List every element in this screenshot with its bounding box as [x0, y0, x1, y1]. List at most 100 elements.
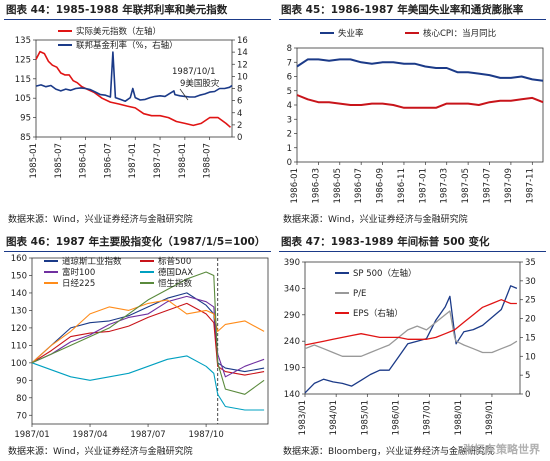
y2-tick-label: 10: [525, 352, 536, 362]
x-tick-label: 1983/01: [298, 400, 308, 435]
panel-47: 图表 47：1983-1989 年间标普 500 变化 140 190 240 290…: [275, 232, 550, 461]
y2-tick-label: 16: [237, 36, 248, 46]
y-tick-label: 390: [284, 258, 300, 268]
y-tick-label: 90: [16, 376, 27, 386]
y-tick-label: 1: [287, 144, 292, 154]
x-tick-label: 1989/01: [485, 400, 495, 435]
x-tick-label: 1985/01: [360, 400, 370, 435]
x-tick-label: 1988-07: [203, 143, 213, 179]
chart-area: 70 80 90 100 110 120 130 140 150 160 1987/01 1987/0…: [11, 254, 269, 440]
y-tick-label: 6: [287, 73, 292, 83]
x-tick-label: 1987-03: [440, 168, 450, 204]
legend-label: 富时100: [62, 267, 95, 278]
y2-tick-label: 4: [237, 109, 242, 119]
y2-tick-label: 20: [525, 315, 536, 325]
legend-label: 标普500: [158, 256, 191, 267]
y-tick-label: 135: [15, 36, 31, 46]
y-tick-label: 85: [20, 133, 31, 143]
panel-46: 图表 46：1987 年主要股指变化（1987/1/5=100） 70 80 90 1…: [0, 232, 275, 461]
source-note: 数据来源：Wind，兴业证券经济与金融研究院: [8, 215, 193, 225]
y-tick-label: 8: [287, 44, 292, 54]
series-line-2: [31, 295, 265, 378]
x-tick-label: 1986/01: [391, 400, 401, 435]
legend-label: 道琼斯工业指数: [62, 256, 122, 267]
annotation-text: 1987/10/1: [172, 67, 216, 77]
x-tick-label: 1987/10: [188, 430, 223, 440]
annotation-arrow: [179, 88, 189, 101]
panel-45: 图表 45：1986-1987 年美国失业率和通货膨胀率 0 1 2 3 4 5 6 7 8 19…: [275, 0, 550, 230]
title-rule: [4, 251, 271, 252]
x-tick-label: 1987-11: [525, 168, 535, 204]
chart-area: 0 1 2 3 4 5 6 7 8 1986-01 1986-03 1986-05 1986-07 198…: [287, 28, 544, 204]
x-tick-label: 1987/01: [423, 400, 433, 435]
y-tick-label: 105: [15, 94, 31, 104]
y-tick-label: 130: [11, 306, 27, 316]
x-tick-label: 1987/04: [72, 430, 107, 440]
y-tick-label: 4: [287, 101, 292, 111]
y2-tick-label: 0: [525, 390, 530, 400]
x-tick-label: 1987-09: [504, 168, 514, 204]
x-tick-label: 1986-05: [333, 168, 343, 204]
x-tick-label: 1987/01: [14, 430, 49, 440]
x-tick-label: 1987-05: [461, 168, 471, 204]
y-tick-label: 0: [287, 158, 292, 168]
x-tick-label: 1985-01: [29, 143, 39, 179]
source-note: 数据来源：Bloomberg，兴业证券经济与金融研究院: [283, 447, 494, 457]
x-tick-label: 1986-09: [376, 168, 386, 204]
chart-title: 图表 46：1987 年主要股指变化（1987/1/5=100）: [6, 236, 266, 248]
y-tick-label: 7: [287, 58, 292, 68]
legend-label: 联邦基金利率（%，右轴）: [76, 40, 178, 51]
y2-tick-label: 12: [237, 60, 248, 70]
y2-tick-label: 14: [237, 48, 248, 58]
series-line-3: [31, 355, 265, 411]
series-line-1: [35, 51, 233, 102]
x-tick-label: 1987-01: [128, 143, 138, 179]
legend-label: P/E: [353, 289, 366, 299]
panel-44: 图表 44：1985-1988 年联邦利率和美元指数 85 95 105 115 125…: [0, 0, 275, 230]
plot-frame: [304, 261, 521, 395]
title-rule: [279, 19, 546, 20]
chart-area: 140 190 240 290 340 390 0 5 10 15 20 25 30 35 1983/01 1…: [284, 258, 536, 435]
y-tick-label: 115: [15, 75, 31, 85]
series-line-0: [35, 50, 232, 128]
legend-label: 失业率: [338, 28, 364, 39]
y-tick-label: 140: [11, 289, 27, 299]
chart-area: 85 95 105 115 125 135 0 2 4 6 8 10 12 14 16 1985-01 1985…: [15, 26, 248, 179]
x-tick-label: 1987-07: [153, 143, 163, 179]
y-tick-label: 160: [11, 254, 27, 264]
x-tick-label: 1985-07: [54, 143, 64, 179]
x-tick-label: 1988-01: [178, 143, 188, 179]
y-tick-label: 95: [20, 114, 31, 124]
legend-label: 恒生指数: [158, 278, 193, 289]
y2-tick-label: 8: [237, 85, 242, 95]
y-tick-label: 290: [284, 311, 300, 321]
y-tick-label: 110: [11, 341, 27, 351]
x-tick-label: 1987/07: [130, 430, 165, 440]
y-tick-label: 120: [11, 324, 27, 334]
legend-label: 实际美元指数（左轴）: [76, 26, 161, 37]
watermark: 张忆东策略世界: [463, 443, 540, 456]
y2-tick-label: 10: [237, 72, 248, 82]
y-tick-label: 2: [287, 130, 292, 140]
series-line-0: [31, 292, 265, 373]
y-tick-label: 240: [284, 337, 300, 347]
y2-tick-label: 35: [525, 258, 536, 268]
y-tick-label: 125: [15, 55, 31, 65]
legend-label: EPS（右轴）: [353, 308, 403, 319]
x-tick-label: 1986-01: [79, 143, 89, 179]
y2-tick-label: 30: [525, 277, 536, 287]
series-line-2: [304, 299, 517, 346]
x-tick-label: 1986-01: [290, 168, 300, 204]
source-note: 数据来源：Wind，兴业证券经济与金融研究院: [283, 215, 468, 225]
legend-label: 日经225: [62, 278, 95, 289]
y-tick-label: 80: [16, 394, 27, 404]
source-note: 数据来源：Wind，兴业证券经济与金融研究院: [8, 447, 193, 457]
y-tick-label: 340: [284, 284, 300, 294]
x-tick-label: 1986-07: [354, 168, 364, 204]
series-line-5: [31, 271, 265, 395]
y-tick-label: 190: [284, 364, 300, 374]
y2-tick-label: 6: [237, 97, 242, 107]
y-tick-label: 150: [11, 271, 27, 281]
series-line-1: [304, 310, 518, 357]
x-tick-label: 1984/01: [329, 400, 339, 435]
